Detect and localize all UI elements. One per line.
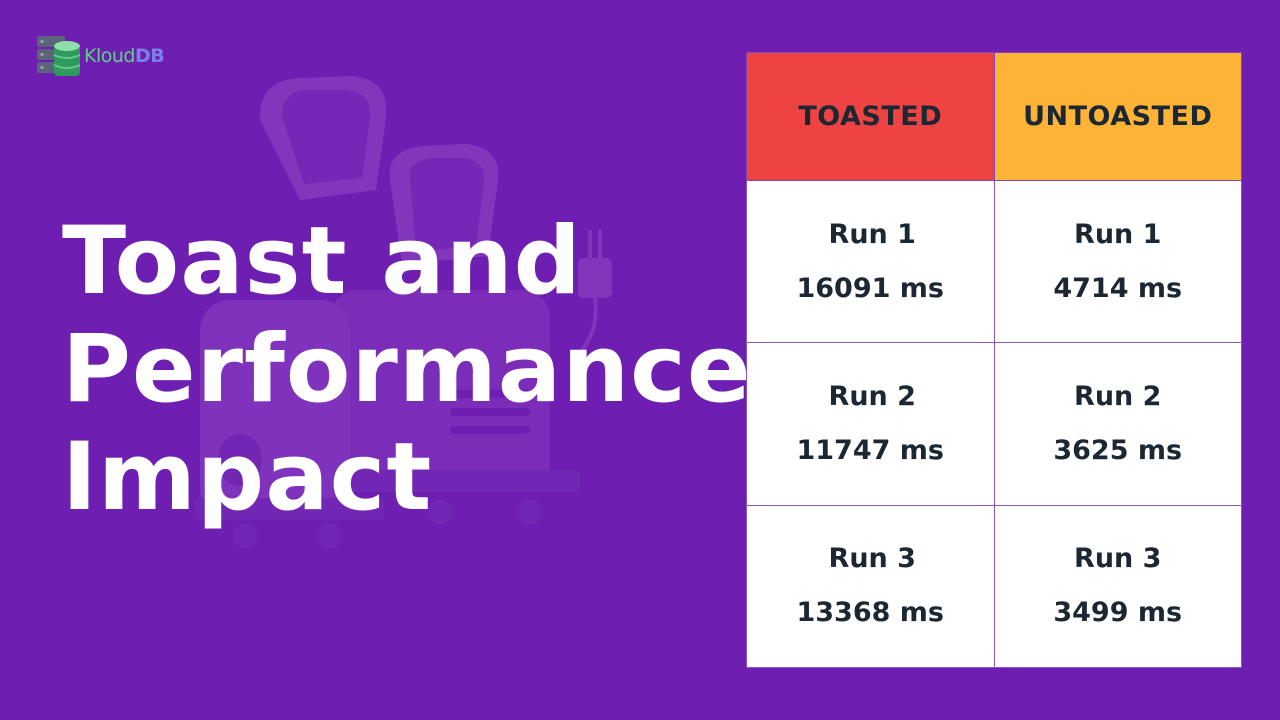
results-table: TOASTED UNTOASTED Run 1 16091 ms Run 1 4…: [746, 52, 1242, 669]
header-untoasted: UNTOASTED: [993, 52, 1242, 181]
run-time: 11747 ms: [796, 434, 945, 466]
title-line-1: Toast and: [62, 207, 582, 316]
title-line-2: Performance: [62, 315, 752, 424]
untoasted-cell: Run 1 4714 ms: [993, 179, 1242, 344]
run-time: 16091 ms: [796, 272, 945, 304]
toasted-cell: Run 3 13368 ms: [746, 504, 995, 669]
brand-name: KloudDB: [84, 45, 165, 67]
run-label: Run 3: [1074, 543, 1162, 575]
run-time: 4714 ms: [1053, 272, 1183, 304]
run-label: Run 1: [1074, 218, 1162, 250]
table-row: Run 2 11747 ms Run 2 3625 ms: [746, 342, 1242, 506]
run-time: 3625 ms: [1053, 434, 1183, 466]
toasted-cell: Run 2 11747 ms: [746, 342, 995, 506]
run-label: Run 2: [1074, 380, 1162, 412]
title-line-3: Impact: [62, 423, 433, 532]
header-toasted: TOASTED: [746, 52, 995, 181]
brand-logo: KloudDB: [37, 34, 165, 78]
run-time: 3499 ms: [1053, 597, 1183, 629]
toasted-cell: Run 1 16091 ms: [746, 179, 995, 344]
table-row: Run 3 13368 ms Run 3 3499 ms: [746, 504, 1242, 669]
run-time: 13368 ms: [796, 597, 945, 629]
table-row: Run 1 16091 ms Run 1 4714 ms: [746, 179, 1242, 344]
untoasted-cell: Run 2 3625 ms: [993, 342, 1242, 506]
table-header-row: TOASTED UNTOASTED: [746, 52, 1242, 181]
toaster-with-toast-illustration: [194, 76, 612, 548]
untoasted-cell: Run 3 3499 ms: [993, 504, 1242, 669]
slide-title: Toast and Performance Impact: [62, 207, 752, 532]
run-label: Run 2: [828, 380, 916, 412]
run-label: Run 1: [828, 218, 916, 250]
run-label: Run 3: [828, 543, 916, 575]
database-server-icon: [37, 36, 81, 76]
